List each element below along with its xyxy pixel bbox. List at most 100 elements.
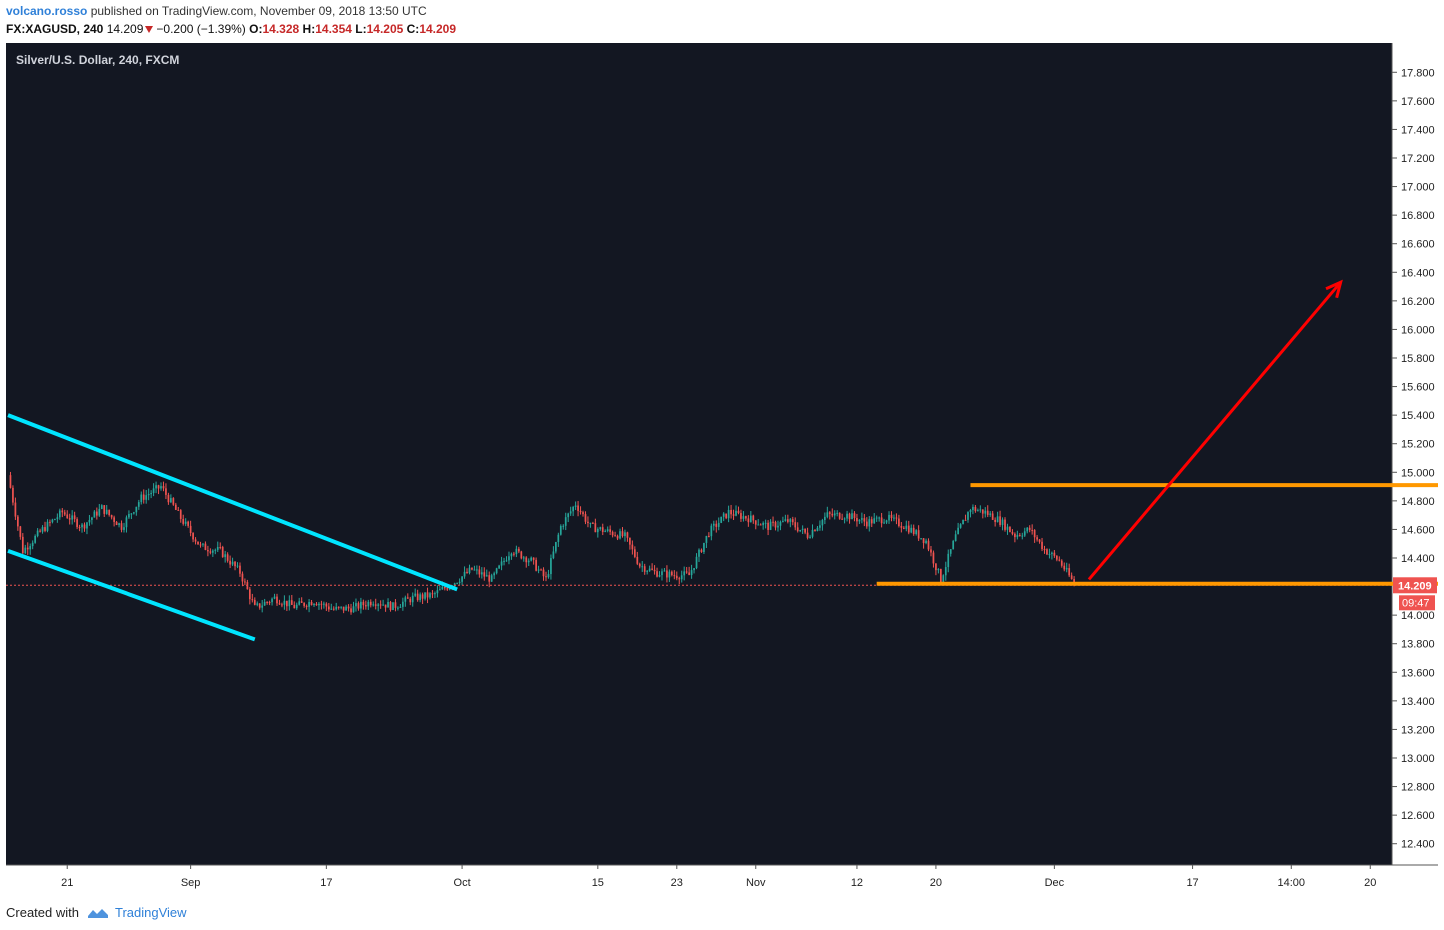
- candle-body: [680, 575, 683, 580]
- candle-body: [1038, 539, 1041, 542]
- candle-body: [567, 513, 570, 518]
- candle-body: [362, 601, 365, 606]
- author-name[interactable]: volcano.rosso: [6, 4, 88, 18]
- candle-body: [651, 568, 653, 570]
- candle-body: [441, 586, 444, 590]
- projection-arrow-line: [1087, 281, 1342, 581]
- candle-body: [231, 561, 234, 565]
- candle-body: [335, 606, 338, 610]
- candle-body: [318, 603, 320, 606]
- candle-body: [816, 527, 819, 532]
- candle-body: [631, 544, 634, 550]
- candle-body: [833, 513, 836, 516]
- y-tick-label: 16.000: [1401, 324, 1435, 336]
- candle-body: [527, 560, 530, 563]
- candle-body: [194, 539, 197, 542]
- candle-body: [478, 569, 481, 575]
- candle-body: [1004, 519, 1006, 530]
- candle-body: [954, 534, 957, 542]
- candle-body: [426, 592, 429, 598]
- candle-body: [214, 549, 217, 551]
- candle-body: [725, 513, 728, 519]
- tradingview-brand-link[interactable]: TradingView: [114, 905, 187, 920]
- candle-body: [78, 527, 81, 529]
- candle-body: [552, 551, 555, 559]
- candle-body: [542, 569, 545, 577]
- candle-body: [71, 515, 74, 520]
- candle-body: [996, 516, 999, 523]
- candle-body: [920, 538, 922, 540]
- candle-body: [880, 517, 883, 524]
- candle-body: [779, 521, 782, 526]
- candle-body: [174, 504, 177, 510]
- candle-body: [34, 535, 37, 543]
- candle-body: [700, 549, 703, 553]
- time-axis[interactable]: [6, 865, 1438, 895]
- candle-body: [128, 513, 130, 518]
- candle-body: [912, 527, 915, 534]
- candle-body: [58, 510, 61, 518]
- candle-body: [1065, 568, 1068, 570]
- candle-body: [772, 521, 774, 523]
- candle-body: [1055, 555, 1058, 560]
- candle-body: [125, 517, 128, 528]
- candle-body: [801, 528, 804, 530]
- candle-body: [46, 521, 49, 531]
- candle-body: [1043, 549, 1046, 551]
- candle-body: [268, 602, 271, 604]
- price-axis[interactable]: [1392, 43, 1438, 865]
- candle-body: [522, 557, 525, 559]
- x-tick-label: 17: [320, 877, 332, 889]
- candle-body: [747, 518, 750, 523]
- candle-body: [392, 602, 394, 610]
- candle-body: [826, 512, 829, 517]
- candle-body: [717, 522, 720, 527]
- candle-body: [184, 521, 187, 524]
- candle-body: [211, 550, 214, 553]
- candle-body: [898, 518, 900, 527]
- candle-body: [54, 519, 56, 521]
- chart-title: Silver/U.S. Dollar, 240, FXCM: [16, 53, 179, 67]
- candle-body: [969, 509, 972, 513]
- candle-body: [863, 518, 866, 522]
- candle-body: [500, 561, 503, 566]
- candle-body: [858, 519, 861, 522]
- candle-body: [629, 537, 631, 545]
- candle-body: [1070, 575, 1073, 580]
- candle-body: [273, 596, 276, 599]
- candle-body: [271, 598, 273, 603]
- candle-body: [856, 517, 858, 522]
- candle-body: [473, 569, 476, 571]
- candle-body: [722, 513, 725, 517]
- y-tick-label: 13.200: [1401, 724, 1435, 736]
- y-tick-label: 14.400: [1401, 553, 1435, 565]
- candle-body: [1011, 532, 1014, 534]
- candle-body: [582, 512, 584, 515]
- y-tick-label: 16.800: [1401, 210, 1435, 222]
- candle-body: [278, 603, 281, 605]
- price-chart[interactable]: 17.800 17.600 17.400 17.200 17.000 16.800 16.6…: [6, 43, 1438, 895]
- candle-body: [675, 575, 678, 579]
- candle-body: [293, 604, 296, 609]
- candle-body: [140, 494, 143, 503]
- chart-container[interactable]: 17.800 17.600 17.400 17.200 17.000 16.800 16.6…: [6, 43, 1438, 895]
- candle-body: [73, 515, 76, 520]
- candle-body: [483, 572, 486, 577]
- candle-body: [505, 560, 508, 562]
- candle-body: [626, 532, 629, 538]
- candle-body: [177, 509, 180, 511]
- candle-body: [932, 552, 935, 564]
- candle-body: [95, 511, 98, 516]
- y-tick-label: 14.800: [1401, 496, 1435, 508]
- candle-body: [471, 567, 473, 570]
- candle-body: [303, 602, 306, 606]
- price-change: −0.200 (−1.39%): [156, 22, 246, 36]
- plot-area[interactable]: [6, 43, 1392, 865]
- candle-body: [66, 514, 69, 519]
- candle-body: [991, 513, 994, 520]
- candle-body: [51, 519, 54, 523]
- candle-body: [261, 605, 264, 608]
- candle-body: [1033, 530, 1036, 538]
- candle-body: [199, 544, 202, 546]
- candle-body: [592, 522, 594, 524]
